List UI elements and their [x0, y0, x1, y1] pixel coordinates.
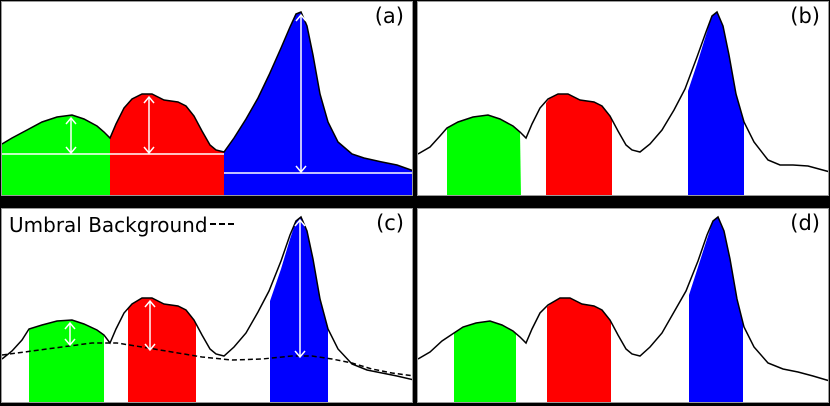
- panel-c-label: (c): [376, 211, 404, 235]
- panel-c-graphic: [2, 215, 412, 402]
- panel-a: (a): [1, 1, 413, 196]
- panel-d-graphic: [418, 215, 828, 402]
- baselines: [2, 153, 412, 174]
- panel-b-label: (b): [790, 4, 820, 28]
- red-region: [547, 298, 611, 402]
- green-region: [29, 320, 104, 402]
- blue-region: [224, 12, 412, 195]
- spectrum-curve: [418, 10, 828, 173]
- blue-region: [689, 217, 743, 402]
- red-region: [110, 94, 224, 195]
- umbral-background-curve: [2, 342, 412, 377]
- panel-b: (b): [417, 1, 829, 196]
- umbral-background-legend: Umbral Background: [9, 215, 234, 235]
- panel-a-graphic: [2, 11, 412, 195]
- green-region: [447, 115, 521, 195]
- green-region: [454, 321, 516, 402]
- legend-text: Umbral Background: [9, 213, 208, 237]
- panel-b-graphic: [418, 10, 828, 195]
- spectrum-curve: [2, 215, 412, 381]
- blue-region: [270, 217, 328, 402]
- panel-d: (d): [417, 208, 829, 403]
- spectrum-curve: [2, 11, 412, 172]
- height-arrows: [64, 218, 306, 359]
- green-region: [2, 115, 110, 195]
- panel-a-label: (a): [374, 4, 404, 28]
- panel-d-label: (d): [790, 211, 820, 235]
- red-region: [546, 94, 612, 195]
- height-arrows: [65, 13, 307, 174]
- panel-c: Umbral Background (c): [1, 208, 413, 403]
- blue-region: [688, 12, 744, 195]
- dashed-line-icon: [209, 222, 234, 225]
- spectrum-curve: [418, 215, 828, 382]
